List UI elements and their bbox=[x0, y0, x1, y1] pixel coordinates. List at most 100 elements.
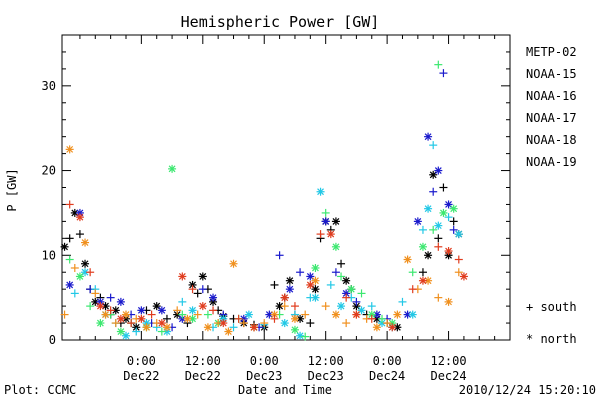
data-point-north bbox=[60, 242, 69, 251]
data-point-north bbox=[244, 310, 253, 319]
data-point-south bbox=[60, 310, 69, 319]
series-noaa-16 bbox=[70, 141, 463, 340]
data-point-north bbox=[434, 166, 443, 175]
data-point-north bbox=[101, 310, 110, 319]
data-point-south bbox=[434, 293, 443, 302]
data-point-north bbox=[290, 325, 299, 334]
y-tick-label: 20 bbox=[42, 164, 56, 178]
data-point-south bbox=[75, 230, 84, 239]
data-point-north bbox=[75, 272, 84, 281]
data-point-south bbox=[378, 314, 386, 323]
x-tick-date: Dec23 bbox=[246, 369, 282, 383]
data-points bbox=[60, 60, 468, 341]
data-point-south bbox=[188, 285, 197, 294]
data-point-south bbox=[178, 310, 187, 319]
data-point-south bbox=[65, 234, 74, 243]
data-point-south bbox=[367, 302, 376, 311]
data-point-south bbox=[301, 332, 310, 341]
data-point-north bbox=[408, 310, 417, 319]
x-tick-time: 0:00 bbox=[127, 354, 156, 368]
data-point-south bbox=[147, 310, 156, 319]
data-point-north bbox=[183, 314, 192, 323]
data-point-south bbox=[70, 263, 79, 272]
x-tick-date: Dec22 bbox=[185, 369, 221, 383]
data-point-north bbox=[444, 297, 453, 306]
data-point-north bbox=[347, 285, 356, 294]
data-point-north bbox=[296, 331, 305, 340]
data-point-south bbox=[162, 314, 171, 323]
data-point-north bbox=[75, 213, 84, 222]
data-point-north bbox=[152, 302, 161, 311]
data-point-north bbox=[439, 208, 448, 217]
data-point-south bbox=[418, 268, 427, 277]
series-noaa-18 bbox=[60, 145, 463, 336]
data-point-north bbox=[311, 285, 320, 294]
data-point-north bbox=[321, 217, 330, 226]
data-point-north bbox=[342, 289, 351, 298]
marker-legend-south: + south bbox=[526, 300, 577, 314]
data-point-south bbox=[229, 323, 238, 332]
data-point-south bbox=[193, 289, 202, 298]
marker-legend-north: * north bbox=[526, 332, 577, 346]
data-point-south bbox=[65, 200, 74, 209]
data-point-south bbox=[270, 314, 279, 323]
data-point-north bbox=[403, 255, 412, 264]
data-point-north bbox=[65, 145, 74, 154]
data-point-north bbox=[132, 323, 141, 332]
data-point-south bbox=[342, 293, 351, 302]
data-point-south bbox=[408, 268, 417, 277]
data-point-south bbox=[429, 141, 438, 150]
data-point-south bbox=[326, 280, 335, 289]
data-point-north bbox=[393, 310, 402, 319]
data-point-south bbox=[132, 327, 141, 336]
data-point-south bbox=[408, 285, 417, 294]
series-metp-02 bbox=[60, 170, 463, 332]
data-point-north bbox=[198, 302, 207, 311]
data-point-south bbox=[127, 319, 136, 328]
data-point-south bbox=[157, 327, 166, 336]
data-point-south bbox=[106, 306, 115, 315]
data-point-north bbox=[326, 230, 335, 239]
data-point-south bbox=[439, 183, 448, 192]
data-point-south bbox=[306, 319, 315, 328]
data-point-south bbox=[111, 319, 120, 328]
data-point-south bbox=[434, 60, 443, 69]
data-point-south bbox=[367, 314, 376, 323]
data-point-north bbox=[162, 323, 171, 332]
data-point-north bbox=[250, 323, 258, 332]
y-tick-label: 10 bbox=[42, 248, 56, 262]
data-point-north bbox=[122, 331, 130, 340]
data-point-south bbox=[454, 255, 463, 264]
y-tick-label: 30 bbox=[42, 79, 56, 93]
data-point-south bbox=[280, 302, 289, 311]
data-point-north bbox=[337, 302, 346, 311]
data-point-north bbox=[65, 280, 74, 289]
data-point-south bbox=[173, 306, 182, 315]
data-point-north bbox=[418, 242, 427, 251]
series-noaa-17 bbox=[65, 60, 458, 341]
data-point-north bbox=[81, 259, 90, 268]
data-point-north bbox=[219, 319, 228, 328]
data-point-north bbox=[459, 272, 468, 281]
y-tick-label: 0 bbox=[49, 333, 56, 347]
data-point-north bbox=[290, 314, 299, 323]
data-point-north bbox=[331, 217, 340, 226]
data-point-north bbox=[157, 306, 166, 315]
data-point-north bbox=[209, 293, 218, 302]
data-point-north bbox=[188, 280, 197, 289]
x-tick-date: Dec23 bbox=[308, 369, 344, 383]
data-point-north bbox=[372, 323, 381, 332]
x-axis: 0:00Dec2212:00Dec220:00Dec2312:00Dec230:… bbox=[79, 35, 511, 383]
data-point-south bbox=[70, 289, 79, 298]
data-point-north bbox=[203, 323, 212, 332]
data-point-south bbox=[434, 242, 443, 251]
data-point-north bbox=[316, 187, 325, 196]
series-noaa-15 bbox=[65, 69, 458, 332]
legend-entry: NOAA-18 bbox=[526, 133, 577, 147]
data-point-north bbox=[296, 314, 305, 323]
chart-title: Hemispheric Power [GW] bbox=[181, 13, 380, 31]
x-axis-label: Date and Time bbox=[238, 383, 332, 397]
data-point-north bbox=[224, 327, 233, 336]
data-point-north bbox=[229, 259, 238, 268]
data-point-north bbox=[388, 323, 397, 332]
